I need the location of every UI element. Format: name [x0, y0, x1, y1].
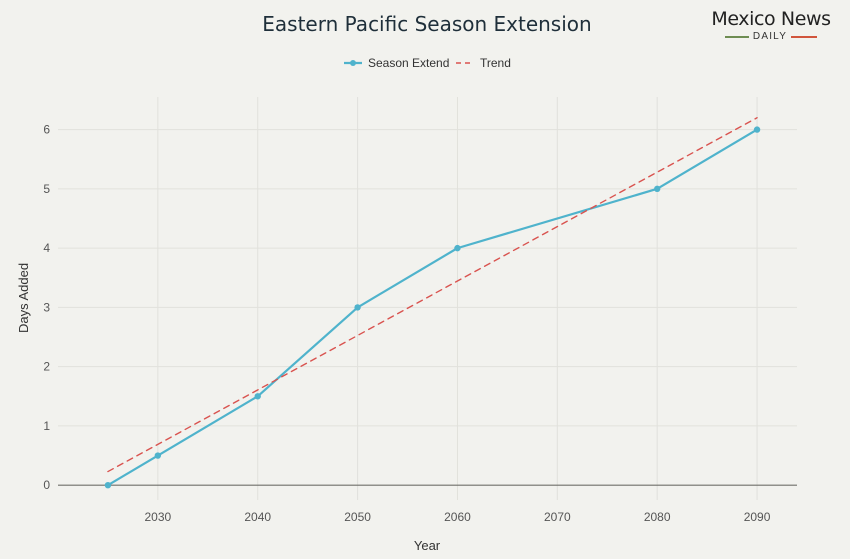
x-tick-label: 2050	[344, 510, 371, 524]
mexico-news-daily-logo: Mexico News DAILY	[706, 8, 836, 42]
season-extend-point	[653, 185, 661, 193]
x-axis-label: Year	[414, 538, 441, 553]
logo-red-bar	[791, 35, 818, 38]
season-extend-point	[753, 126, 761, 133]
season-extend-point	[454, 244, 461, 252]
x-tick-label: 2040	[244, 510, 271, 524]
legend-marker-season-extend	[350, 60, 356, 66]
x-tick-label: 2090	[744, 510, 771, 524]
x-tick-label: 2060	[444, 510, 471, 524]
y-tick-label: 5	[43, 182, 50, 196]
season-extend-point	[254, 393, 261, 400]
y-tick-label: 4	[43, 241, 50, 255]
y-tick-label: 1	[43, 419, 50, 433]
season-extend-point	[104, 481, 112, 489]
season-extend-point	[354, 304, 361, 311]
axes: 2030 2040 2050 2060 2070 2080 2090 0 1 2 3 4 5 6	[43, 123, 797, 524]
logo-sub-text: DAILY	[752, 31, 788, 42]
grid	[58, 97, 797, 500]
y-tick-label: 3	[43, 300, 50, 314]
x-tick-label: 2080	[644, 510, 671, 524]
x-tick-label: 2070	[544, 510, 571, 524]
y-axis-label: Days Added	[16, 263, 31, 333]
series-layer	[104, 117, 761, 489]
legend-label-trend: Trend	[480, 56, 511, 70]
y-tick-label: 0	[43, 478, 50, 492]
legend: Season Extend Trend	[344, 56, 511, 70]
logo-green-bar	[724, 35, 749, 38]
y-tick-label: 6	[43, 123, 50, 137]
logo-sub-row: DAILY	[706, 31, 836, 42]
x-tick-label: 2030	[145, 510, 172, 524]
chart-title: Eastern Pacific Season Extension	[262, 12, 592, 36]
logo-main-text: Mexico News	[711, 8, 831, 30]
y-tick-label: 2	[43, 360, 50, 374]
trend-line	[107, 117, 758, 473]
season-extend-point	[154, 452, 162, 459]
legend-label-season-extend: Season Extend	[368, 56, 449, 70]
